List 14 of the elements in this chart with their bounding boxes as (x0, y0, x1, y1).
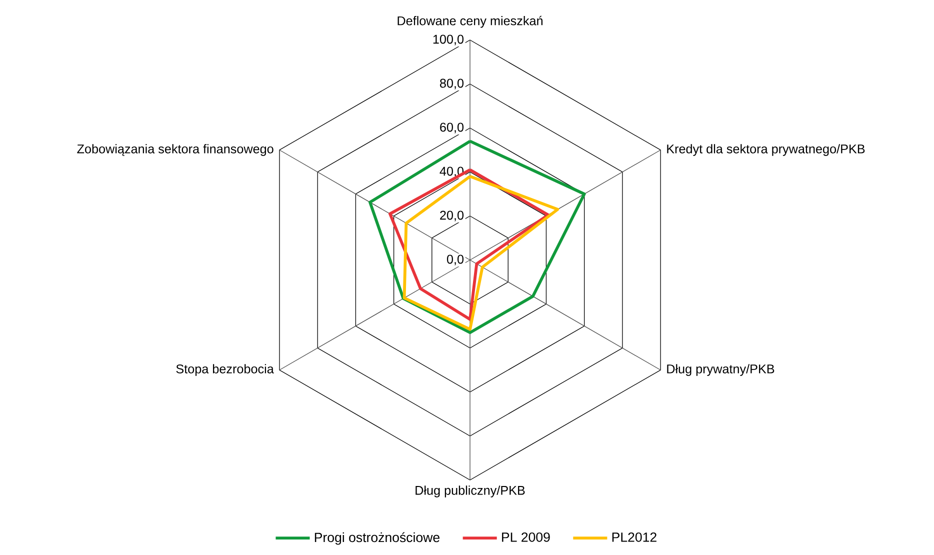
y-tick-label: 80,0 (440, 78, 464, 90)
y-tick-label: 60,0 (440, 122, 464, 134)
spoke-label: Zobowiązania sektora finansowego (77, 144, 274, 156)
spoke-label: Dług prywatny/PKB (667, 364, 774, 376)
y-tick-label: 0,0 (446, 254, 464, 266)
y-tick-label: 20,0 (440, 210, 464, 222)
legend-label: PL2012 (612, 532, 656, 542)
y-tick-label: 100,0 (433, 34, 464, 46)
legend-label: Progi ostrożnościowe (314, 532, 440, 545)
legend-label: PL 2009 (502, 532, 550, 542)
spoke-label: Kredyt dla sektora prywatnego/PKB (667, 144, 865, 156)
spoke-label: Stopa bezrobocia (176, 364, 274, 376)
spoke-label: Deflowane ceny mieszkań (398, 16, 542, 28)
spoke-label: Dług publiczny/PKB (416, 486, 525, 498)
